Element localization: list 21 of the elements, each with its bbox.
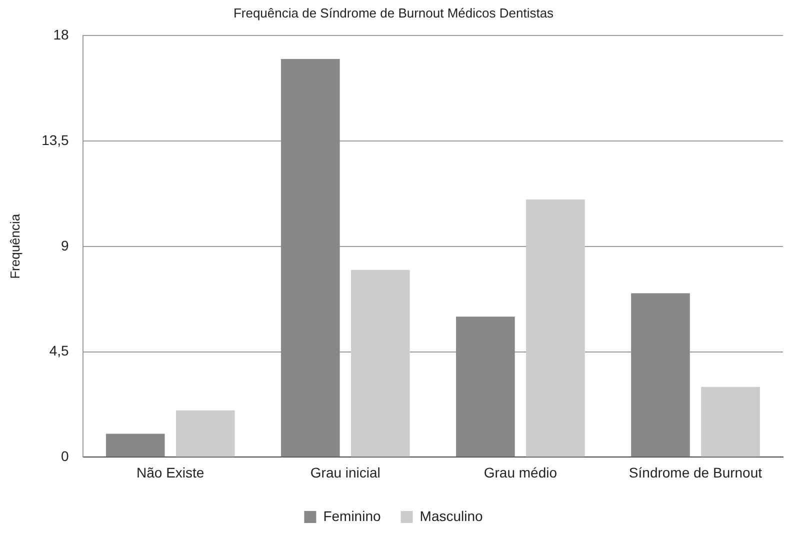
bar: [526, 200, 585, 457]
x-tick-label: Síndrome de Burnout: [628, 464, 762, 480]
bar: [106, 434, 165, 457]
legend-label: Masculino: [420, 508, 484, 524]
x-tick-label: Grau inicial: [310, 464, 380, 480]
bar: [351, 270, 410, 457]
y-tick-label: 13,5: [42, 132, 70, 148]
x-tick-label: Grau médio: [484, 464, 558, 480]
y-tick-label: 9: [61, 237, 70, 254]
y-tick-label: 18: [53, 26, 70, 42]
bar: [456, 316, 515, 457]
legend-label: Feminino: [323, 508, 381, 524]
y-tick-label: 0: [61, 448, 70, 464]
bar: [176, 410, 235, 457]
bar: [280, 59, 340, 457]
y-axis-title: Frequência: [7, 213, 22, 279]
bar: [631, 293, 690, 457]
chart-title: Frequência de Síndrome de Burnout Médicos Dentistas: [233, 5, 554, 20]
x-tick-label: Não Existe: [136, 464, 204, 480]
bar: [701, 386, 760, 457]
y-tick-label: 4,5: [49, 342, 70, 359]
